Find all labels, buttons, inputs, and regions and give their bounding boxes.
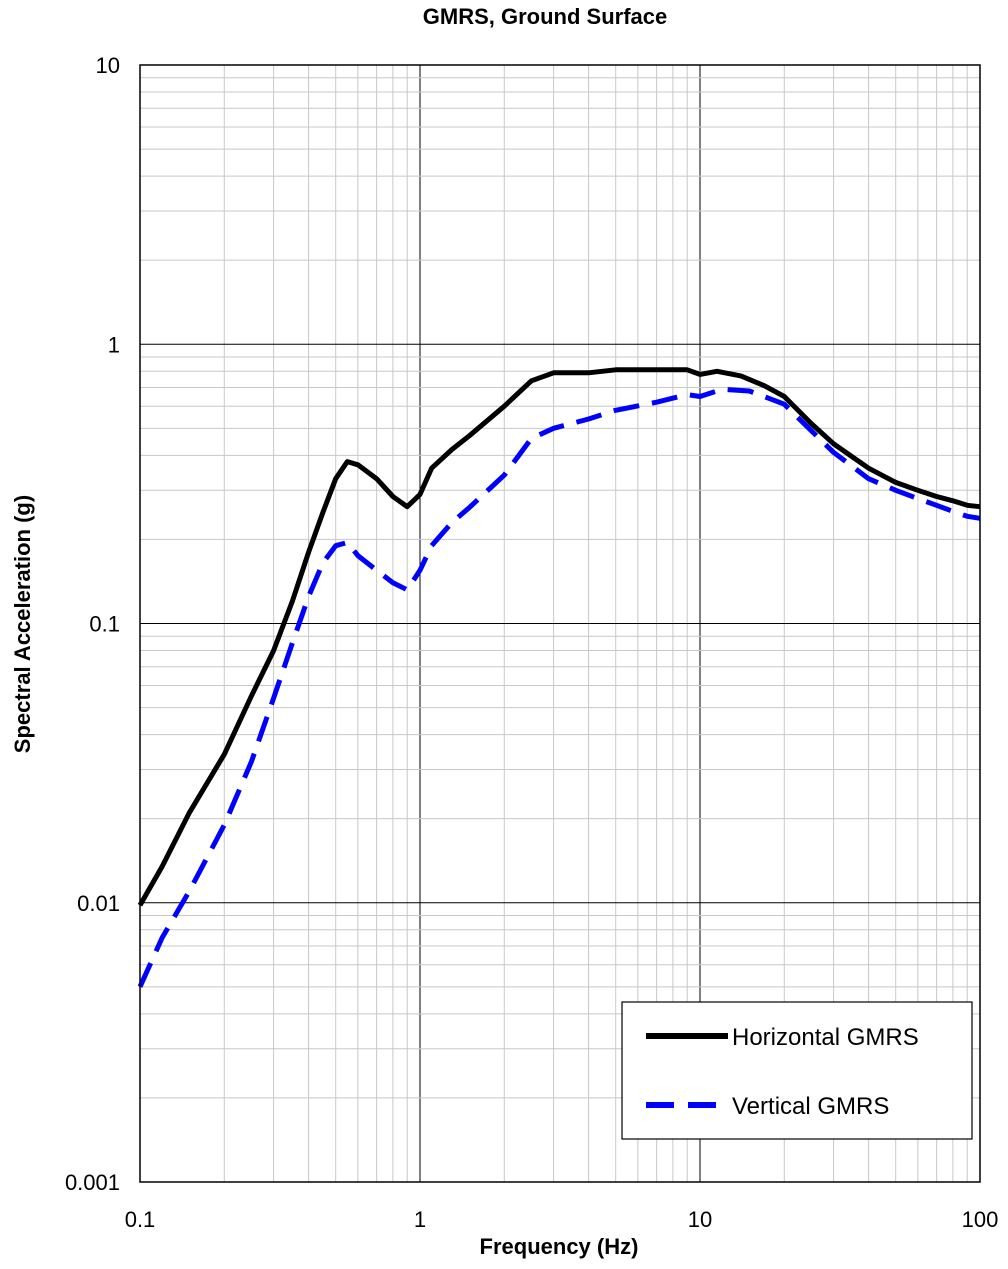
grid [139, 65, 980, 1183]
legend-label-horizontal: Horizontal GMRS [732, 1024, 919, 1051]
legend: Horizontal GMRS Vertical GMRS [621, 1001, 973, 1140]
series-line-horizontal-gmrs [137, 367, 981, 907]
x-axis-label: Frequency (Hz) [480, 1234, 639, 1259]
x-tick-label: 10 [688, 1207, 712, 1232]
y-axis-label: Spectral Acceleration (g) [10, 495, 35, 753]
y-tick-label: 0.1 [89, 612, 120, 637]
y-tick-label: 10 [96, 53, 120, 78]
legend-label-vertical: Vertical GMRS [732, 1093, 889, 1120]
plot-series [137, 367, 981, 988]
y-tick-label: 0.01 [77, 891, 120, 916]
y-tick-label: 1 [108, 332, 120, 357]
x-tick-label: 1 [414, 1207, 426, 1232]
plot-frame [139, 64, 981, 1183]
y-tick-label: 0.001 [65, 1170, 120, 1195]
chart-title: GMRS, Ground Surface [423, 4, 667, 29]
legend-box [621, 1001, 973, 1140]
x-tick-label: 0.1 [125, 1207, 156, 1232]
x-tick-label: 100 [962, 1207, 999, 1232]
tick-labels: 0.1 1 10 100 0.001 0.01 0.1 1 10 [65, 53, 998, 1232]
series-line-vertical-gmrs [137, 386, 981, 988]
